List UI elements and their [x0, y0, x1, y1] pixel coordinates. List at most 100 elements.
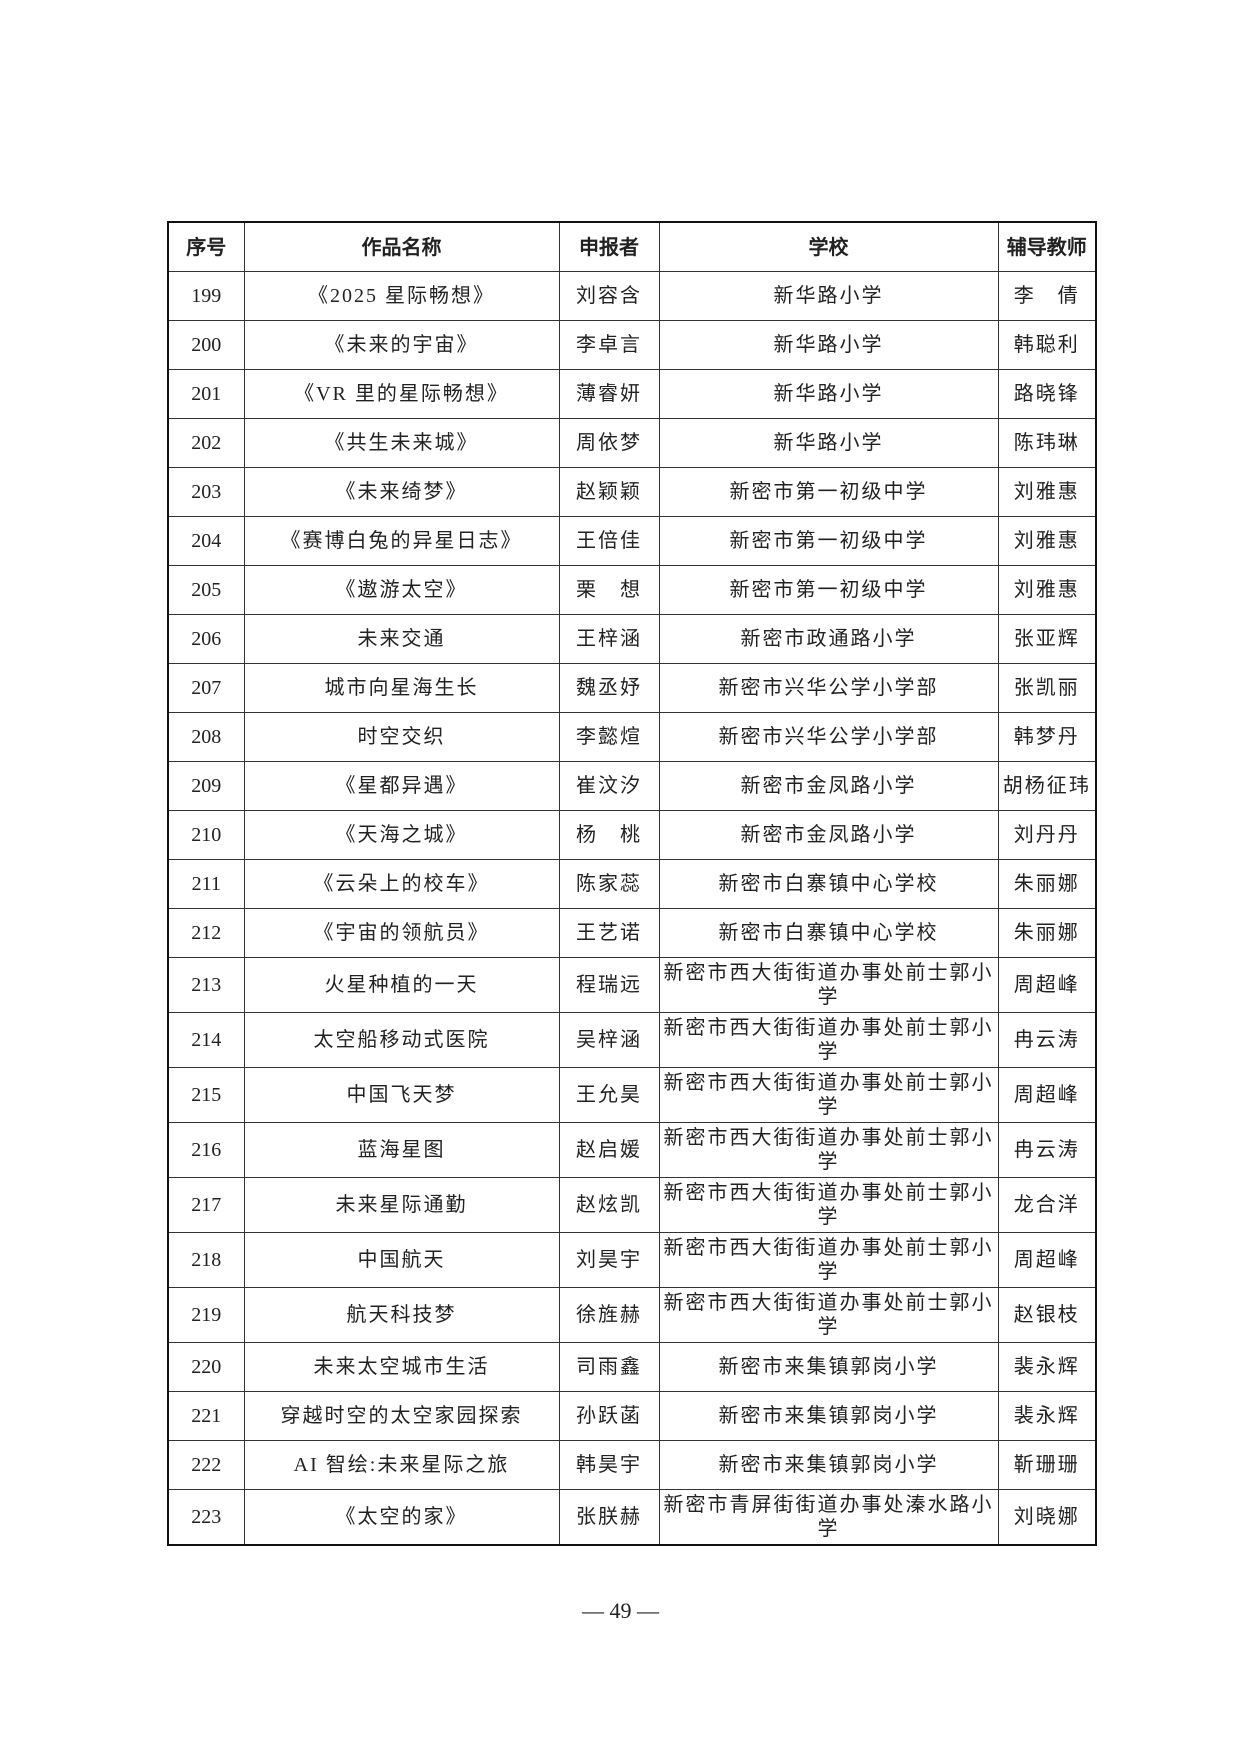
cell-work-title: 未来星际通勤 — [243, 1177, 560, 1233]
cell-work-title: 太空船移动式医院 — [243, 1012, 560, 1068]
cell-index: 219 — [167, 1287, 245, 1343]
cell-school: 新密市西大街街道办事处前士郭小学 — [658, 1287, 999, 1343]
table-header-row: 序号 作品名称 申报者 学校 辅导教师 — [167, 221, 1097, 272]
table-row: 201 《VR 里的星际畅想》 薄睿妍 新华路小学 路晓锋 — [167, 369, 1097, 419]
table-row: 223 《太空的家》 张朕赫 新密市青屏街街道办事处溱水路小学 刘晓娜 — [167, 1489, 1097, 1546]
cell-school: 新密市西大街街道办事处前士郭小学 — [658, 957, 999, 1013]
cell-applicant: 李懿煊 — [558, 712, 660, 762]
cell-work-title: 航天科技梦 — [243, 1287, 560, 1343]
cell-teacher: 张亚辉 — [997, 614, 1097, 664]
cell-applicant: 周依梦 — [558, 418, 660, 468]
cell-work-title: 时空交织 — [243, 712, 560, 762]
table-row: 215 中国飞天梦 王允昊 新密市西大街街道办事处前士郭小学 周超峰 — [167, 1067, 1097, 1123]
table-row: 219 航天科技梦 徐旌赫 新密市西大街街道办事处前士郭小学 赵银枝 — [167, 1287, 1097, 1343]
table-row: 204 《赛博白兔的异星日志》 王倍佳 新密市第一初级中学 刘雅惠 — [167, 516, 1097, 566]
cell-applicant: 程瑞远 — [558, 957, 660, 1013]
cell-index: 222 — [167, 1440, 245, 1490]
cell-teacher: 周超峰 — [997, 1232, 1097, 1288]
cell-index: 205 — [167, 565, 245, 615]
cell-school: 新密市兴华公学小学部 — [658, 663, 999, 713]
cell-index: 214 — [167, 1012, 245, 1068]
cell-work-title: 城市向星海生长 — [243, 663, 560, 713]
cell-work-title: 蓝海星图 — [243, 1122, 560, 1178]
cell-work-title: 《天海之城》 — [243, 810, 560, 860]
table-row: 213 火星种植的一天 程瑞远 新密市西大街街道办事处前士郭小学 周超峰 — [167, 957, 1097, 1013]
cell-teacher: 路晓锋 — [997, 369, 1097, 419]
cell-work-title: 《云朵上的校车》 — [243, 859, 560, 909]
cell-applicant: 赵启媛 — [558, 1122, 660, 1178]
cell-index: 218 — [167, 1232, 245, 1288]
cell-work-title: AI 智绘:未来星际之旅 — [243, 1440, 560, 1490]
cell-teacher: 裴永辉 — [997, 1342, 1097, 1392]
cell-teacher: 朱丽娜 — [997, 908, 1097, 958]
cell-teacher: 周超峰 — [997, 957, 1097, 1013]
cell-teacher: 陈玮琳 — [997, 418, 1097, 468]
cell-applicant: 赵颖颖 — [558, 467, 660, 517]
cell-work-title: 《太空的家》 — [243, 1489, 560, 1546]
cell-school: 新密市白寨镇中心学校 — [658, 859, 999, 909]
cell-applicant: 赵炫凯 — [558, 1177, 660, 1233]
cell-index: 207 — [167, 663, 245, 713]
cell-school: 新密市金凤路小学 — [658, 810, 999, 860]
cell-teacher: 冉云涛 — [997, 1122, 1097, 1178]
cell-applicant: 司雨鑫 — [558, 1342, 660, 1392]
cell-teacher: 刘晓娜 — [997, 1489, 1097, 1546]
cell-index: 216 — [167, 1122, 245, 1178]
cell-school: 新密市西大街街道办事处前士郭小学 — [658, 1067, 999, 1123]
cell-work-title: 《VR 里的星际畅想》 — [243, 369, 560, 419]
cell-teacher: 韩聪利 — [997, 320, 1097, 370]
cell-teacher: 冉云涛 — [997, 1012, 1097, 1068]
table-row: 220 未来太空城市生活 司雨鑫 新密市来集镇郭岗小学 裴永辉 — [167, 1342, 1097, 1392]
cell-applicant: 徐旌赫 — [558, 1287, 660, 1343]
table-row: 214 太空船移动式医院 吴梓涵 新密市西大街街道办事处前士郭小学 冉云涛 — [167, 1012, 1097, 1068]
cell-index: 204 — [167, 516, 245, 566]
cell-applicant: 陈家蕊 — [558, 859, 660, 909]
cell-index: 199 — [167, 271, 245, 321]
cell-applicant: 韩昊宇 — [558, 1440, 660, 1490]
cell-school: 新华路小学 — [658, 418, 999, 468]
table-row: 200 《未来的宇宙》 李卓言 新华路小学 韩聪利 — [167, 320, 1097, 370]
cell-school: 新密市第一初级中学 — [658, 565, 999, 615]
cell-teacher: 靳珊珊 — [997, 1440, 1097, 1490]
cell-index: 209 — [167, 761, 245, 811]
cell-work-title: 未来交通 — [243, 614, 560, 664]
cell-school: 新密市来集镇郭岗小学 — [658, 1342, 999, 1392]
cell-teacher: 刘雅惠 — [997, 467, 1097, 517]
table-row: 222 AI 智绘:未来星际之旅 韩昊宇 新密市来集镇郭岗小学 靳珊珊 — [167, 1440, 1097, 1490]
cell-applicant: 张朕赫 — [558, 1489, 660, 1546]
cell-index: 202 — [167, 418, 245, 468]
cell-applicant: 王梓涵 — [558, 614, 660, 664]
table-row: 210 《天海之城》杨 桃新密市金凤路小学 刘丹丹 — [167, 810, 1097, 860]
cell-work-title: 《宇宙的领航员》 — [243, 908, 560, 958]
cell-index: 203 — [167, 467, 245, 517]
cell-teacher: 赵银枝 — [997, 1287, 1097, 1343]
cell-index: 200 — [167, 320, 245, 370]
cell-index: 208 — [167, 712, 245, 762]
table-row: 212 《宇宙的领航员》 王艺诺 新密市白寨镇中心学校 朱丽娜 — [167, 908, 1097, 958]
cell-work-title: 穿越时空的太空家园探索 — [243, 1391, 560, 1441]
cell-school: 新华路小学 — [658, 271, 999, 321]
cell-work-title: 《共生未来城》 — [243, 418, 560, 468]
cell-index: 213 — [167, 957, 245, 1013]
header-index: 序号 — [167, 221, 245, 272]
cell-work-title: 中国飞天梦 — [243, 1067, 560, 1123]
cell-teacher: 胡杨征玮 — [997, 761, 1097, 811]
page-number: — 49 — — [582, 1598, 659, 1623]
cell-work-title: 未来太空城市生活 — [243, 1342, 560, 1392]
cell-index: 210 — [167, 810, 245, 860]
table-row: 211 《云朵上的校车》 陈家蕊 新密市白寨镇中心学校 朱丽娜 — [167, 859, 1097, 909]
table-row: 218 中国航天 刘昊宇 新密市西大街街道办事处前士郭小学 周超峰 — [167, 1232, 1097, 1288]
cell-work-title: 火星种植的一天 — [243, 957, 560, 1013]
cell-school: 新密市兴华公学小学部 — [658, 712, 999, 762]
header-school: 学校 — [658, 221, 999, 272]
cell-school: 新密市第一初级中学 — [658, 467, 999, 517]
cell-applicant: 刘容含 — [558, 271, 660, 321]
cell-teacher: 李 倩 — [997, 271, 1097, 321]
cell-index: 212 — [167, 908, 245, 958]
cell-applicant: 王倍佳 — [558, 516, 660, 566]
awards-table: 序号 作品名称 申报者 学校 辅导教师 199 《2025 星际畅想》 刘容含 新华路… — [167, 221, 1097, 1546]
cell-teacher: 朱丽娜 — [997, 859, 1097, 909]
cell-index: 211 — [167, 859, 245, 909]
table-row: 202 《共生未来城》 周依梦 新华路小学 陈玮琳 — [167, 418, 1097, 468]
cell-applicant: 王允昊 — [558, 1067, 660, 1123]
